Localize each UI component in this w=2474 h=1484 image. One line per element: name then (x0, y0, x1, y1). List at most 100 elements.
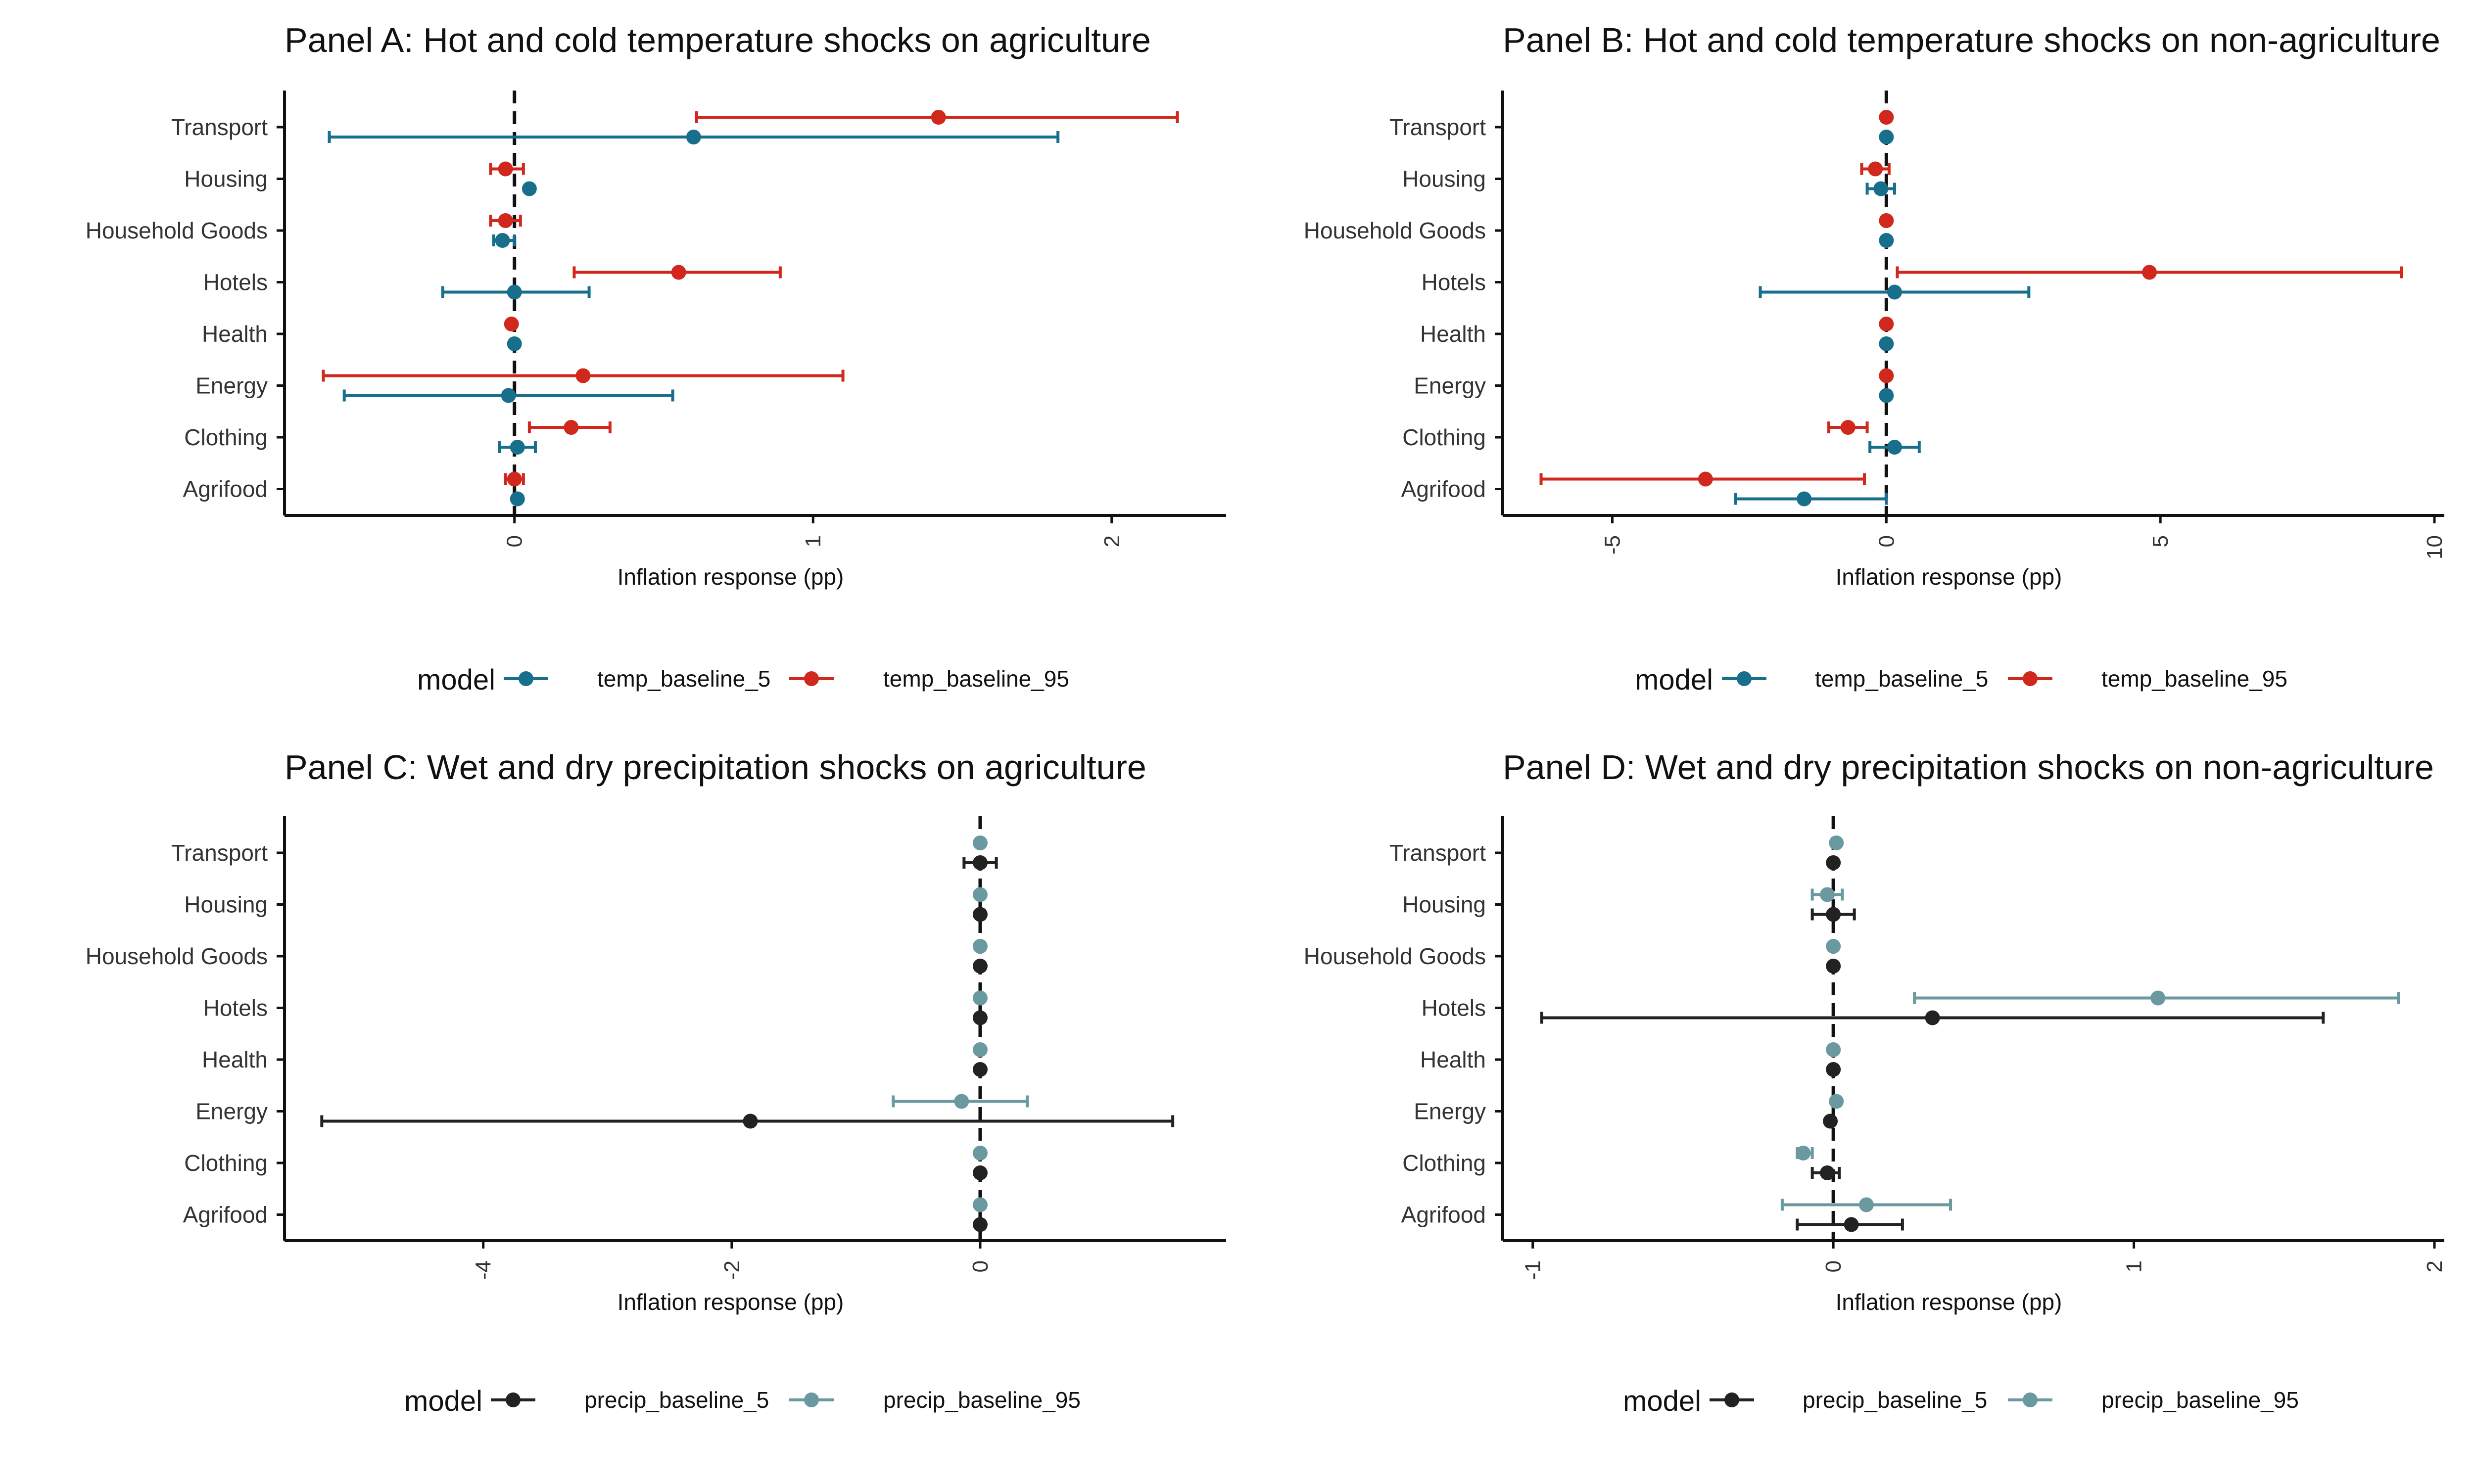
series-temp-baseline-95 (322, 110, 1179, 487)
y-tick-label: Health (1420, 1047, 1486, 1072)
legend-key-point (519, 671, 533, 686)
x-tick-label: 0 (968, 1260, 993, 1272)
legend-label: temp_baseline_95 (883, 666, 1069, 692)
x-tick-label: 0 (503, 535, 527, 547)
data-point (495, 233, 510, 248)
data-point (1826, 855, 1841, 870)
data-point (498, 161, 513, 177)
data-point (1879, 130, 1894, 144)
data-point (972, 990, 988, 1006)
data-point (972, 1042, 988, 1057)
data-point (972, 1146, 988, 1160)
y-tick-label: Health (202, 1047, 268, 1072)
x-tick-label: -2 (720, 1260, 744, 1280)
legend-title: model (404, 1385, 482, 1417)
y-tick-label: Energy (1414, 1099, 1486, 1124)
y-tick-label: Agrifood (1401, 476, 1486, 502)
data-point (507, 284, 522, 300)
y-tick-label: Transport (1389, 840, 1486, 866)
y-tick-label: Transport (1389, 114, 1486, 140)
y-tick-label: Agrifood (183, 1202, 268, 1228)
data-point (1873, 181, 1889, 196)
data-point (1829, 835, 1844, 850)
data-point (972, 1217, 988, 1232)
panel-title: Panel B: Hot and cold temperature shocks… (1503, 21, 2440, 59)
y-tick-label: Energy (195, 1099, 268, 1124)
data-point (931, 110, 946, 125)
data-point (1879, 388, 1894, 403)
y-tick-label: Agrifood (183, 476, 268, 502)
series-precip-baseline-95 (892, 835, 1029, 1212)
data-point (1698, 471, 1713, 487)
data-point (972, 939, 988, 954)
y-tick-label: Housing (184, 166, 268, 192)
data-point (1879, 368, 1894, 383)
panel-title: Panel C: Wet and dry precipitation shock… (285, 748, 1146, 787)
legend-label: temp_baseline_5 (597, 666, 770, 692)
legend-label: temp_baseline_95 (2101, 666, 2287, 692)
legend: model precip_baseline_5 precip_baseline_95 (404, 1385, 1081, 1417)
legend: model temp_baseline_5 temp_baseline_95 (417, 664, 1069, 696)
y-tick-label: Clothing (184, 1150, 268, 1176)
data-point (522, 181, 537, 196)
data-point (1887, 440, 1902, 455)
data-point (1797, 491, 1812, 507)
y-tick-label: Housing (1402, 166, 1486, 192)
data-point (575, 368, 591, 383)
y-tick-label: Health (1420, 321, 1486, 347)
y-tick-label: Agrifood (1401, 1202, 1486, 1228)
data-point (954, 1094, 969, 1109)
data-point (1844, 1217, 1859, 1232)
data-point (1840, 420, 1856, 435)
legend-label: precip_baseline_5 (1803, 1387, 1987, 1413)
data-point (1796, 1146, 1811, 1160)
legend-label: temp_baseline_5 (1815, 666, 1988, 692)
data-point (671, 265, 686, 280)
x-tick-label: -5 (1601, 535, 1625, 555)
data-point (2142, 265, 2157, 280)
data-point (972, 1010, 988, 1025)
legend: model precip_baseline_5 precip_baseline_95 (1623, 1385, 2299, 1417)
data-point (1858, 1197, 1874, 1212)
x-tick-label: 1 (2122, 1260, 2146, 1272)
y-tick-label: Transport (171, 840, 268, 866)
data-point (1826, 939, 1841, 954)
data-point (686, 130, 701, 144)
legend-label: precip_baseline_95 (2101, 1387, 2299, 1413)
data-point (972, 855, 988, 870)
legend-key-point (804, 671, 819, 686)
data-point (972, 835, 988, 850)
panel-title: Panel D: Wet and dry precipitation shock… (1503, 748, 2434, 787)
legend-label: precip_baseline_95 (883, 1387, 1081, 1413)
data-point (972, 1197, 988, 1212)
y-tick-label: Energy (1414, 373, 1486, 399)
data-point (1826, 907, 1841, 922)
data-point (1879, 233, 1894, 248)
panel-b: Panel B: Hot and cold temperature shocks… (1304, 21, 2447, 696)
panel-a: Panel A: Hot and cold temperature shocks… (86, 21, 1226, 696)
data-point (1829, 1094, 1844, 1109)
data-point (972, 1062, 988, 1077)
x-tick-label: -4 (472, 1260, 496, 1280)
data-point (510, 491, 525, 507)
panel-c: Panel C: Wet and dry precipitation shock… (86, 748, 1226, 1417)
data-point (1868, 161, 1883, 177)
y-tick-label: Hotels (203, 995, 268, 1021)
x-axis-label: Inflation response (pp) (1836, 1289, 2062, 1315)
data-point (1820, 887, 1835, 902)
series-precip-baseline-5 (1540, 855, 2325, 1232)
y-tick-label: Household Goods (1304, 218, 1486, 243)
data-point (1879, 317, 1894, 331)
data-point (564, 420, 579, 435)
data-point (498, 213, 513, 228)
legend-title: model (417, 664, 495, 696)
y-tick-label: Household Goods (1304, 943, 1486, 969)
data-point (743, 1113, 758, 1129)
y-tick-label: Clothing (1402, 1150, 1486, 1176)
data-point (972, 907, 988, 922)
y-tick-label: Housing (1402, 892, 1486, 918)
y-tick-label: Transport (171, 114, 268, 140)
y-tick-label: Housing (184, 892, 268, 918)
x-tick-label: 0 (1874, 535, 1899, 547)
y-tick-label: Household Goods (86, 218, 268, 243)
